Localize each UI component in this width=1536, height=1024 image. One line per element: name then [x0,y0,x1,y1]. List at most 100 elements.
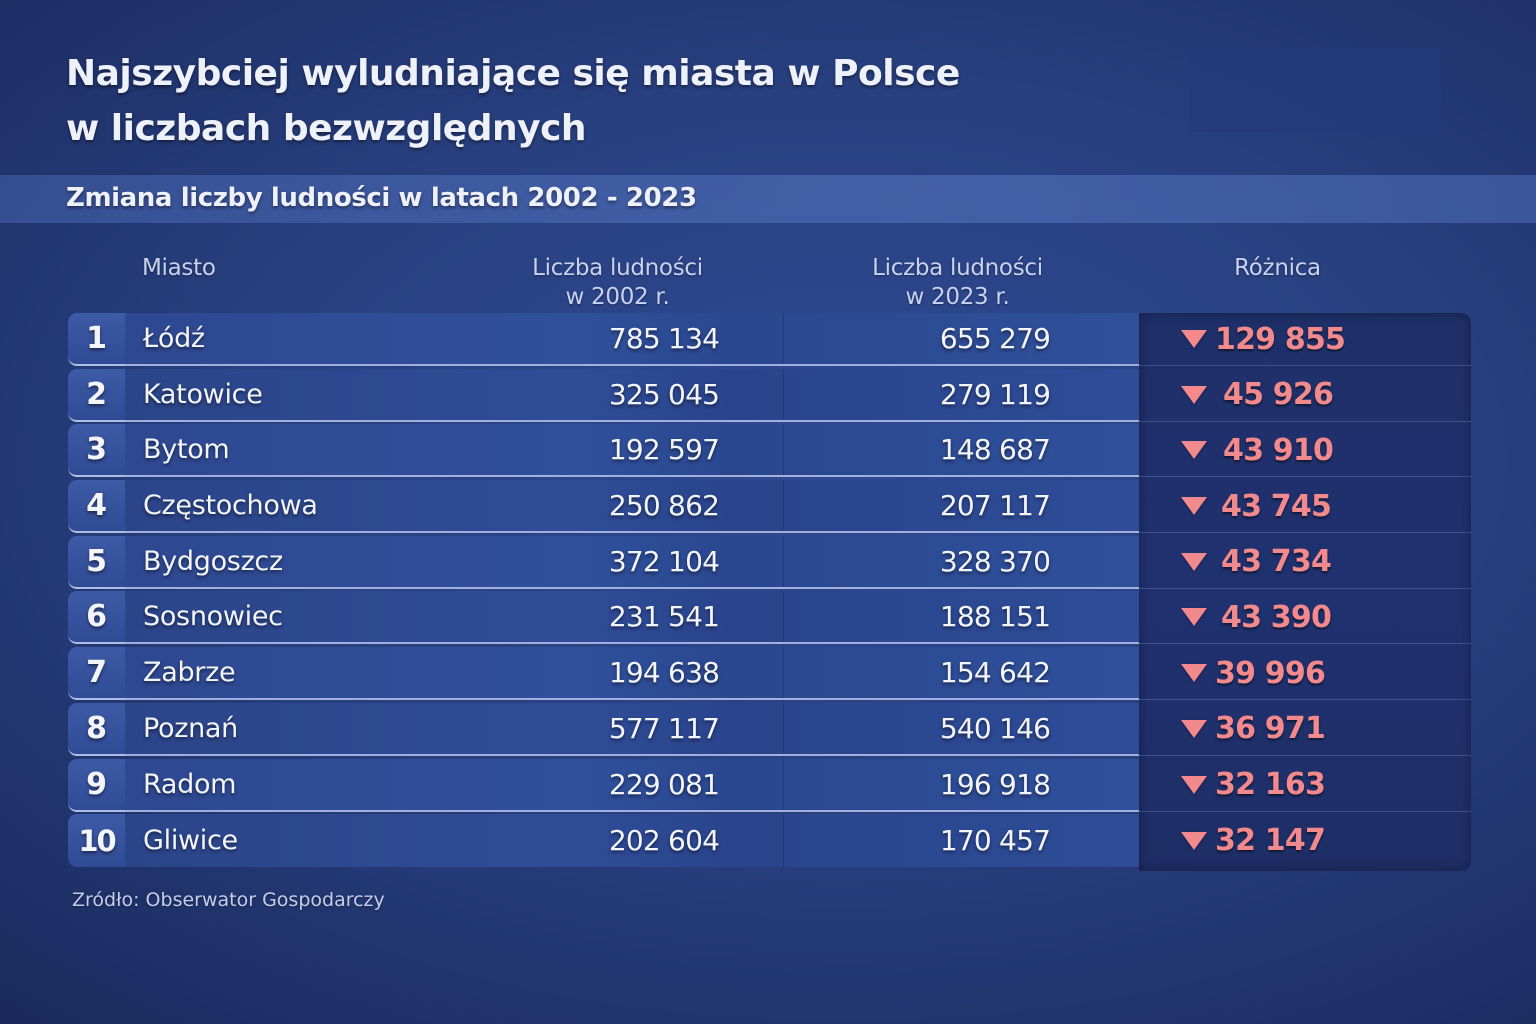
population-2023: 540 146 [939,711,1051,745]
difference-value: 32 147 [1215,823,1326,859]
city-name: Katowice [143,378,263,410]
difference-cell: 36 971 [1139,703,1471,756]
city-name: Częstochowa [143,490,318,522]
down-triangle-icon [1181,831,1207,850]
population-2023: 188 151 [939,600,1051,634]
city-name: Poznań [143,712,238,744]
table-row: 6 Sosnowiec 231 541 188 151 43 390 [68,591,1471,645]
rank-cell: 9 [68,758,125,812]
row-body: Łódź 785 134 655 279 [125,313,1139,366]
rank-cell: 3 [68,424,125,478]
difference-value: 32 163 [1215,767,1326,802]
row-body: Poznań 577 117 540 146 [125,702,1139,756]
down-triangle-icon [1181,719,1207,738]
difference-value: 43 910 [1223,432,1334,468]
city-name: Sosnowiec [143,601,283,633]
population-2002: 231 541 [608,600,720,634]
population-2023: 279 119 [939,377,1051,411]
table-row: 2 Katowice 325 045 279 119 45 926 [68,368,1471,422]
population-2023: 196 918 [939,767,1051,801]
difference-value: 45 926 [1223,377,1334,413]
row-body: Gliwice 202 604 170 457 [125,814,1139,868]
down-triangle-icon [1181,664,1207,683]
difference-cell: 43 745 [1139,480,1471,534]
table-row: 10 Gliwice 202 604 170 457 32 147 [68,814,1471,868]
rank-cell: 7 [68,647,125,701]
row-body: Katowice 325 045 279 119 [125,368,1139,422]
difference-cell: 39 996 [1139,647,1471,701]
rank-cell: 4 [68,480,125,534]
table-row: 5 Bydgoszcz 372 104 328 370 43 734 [68,535,1471,589]
source-note: Zródło: Obserwator Gospodarczy [72,889,385,911]
page-title: Najszybciej wyludniające się miasta w Po… [66,46,960,156]
population-2023: 207 117 [939,489,1051,523]
down-triangle-icon [1181,497,1207,516]
down-triangle-icon [1181,330,1207,348]
difference-value: 43 390 [1221,599,1332,635]
population-2002: 372 104 [608,544,720,578]
population-2023: 148 687 [939,433,1051,467]
difference-value: 43 734 [1221,544,1332,580]
population-2023: 170 457 [939,824,1051,858]
column-header-pop-2002-line1: Liczba ludności [532,255,703,281]
table-row: 9 Radom 229 081 196 918 32 163 [68,758,1471,812]
difference-cell: 43 734 [1139,536,1471,589]
down-triangle-icon [1181,775,1207,794]
population-2002: 202 604 [608,824,720,858]
population-2002: 785 134 [608,322,720,355]
rank-cell: 5 [68,535,125,589]
difference-value: 129 855 [1215,321,1346,357]
population-2002: 194 638 [608,656,720,690]
column-header-pop-2023-line2: w 2023 r. [905,284,1010,310]
population-2002: 325 045 [608,377,720,411]
column-header-pop-2023: Liczba ludności w 2023 r. [810,254,1105,312]
down-triangle-icon [1181,385,1207,404]
population-2002: 577 117 [608,711,720,745]
difference-cell: 129 855 [1139,313,1471,366]
difference-cell: 45 926 [1139,369,1471,422]
difference-value: 39 996 [1215,655,1326,691]
table-row: 4 Częstochowa 250 862 207 117 43 745 [68,480,1471,534]
difference-cell: 43 390 [1139,591,1471,645]
subtitle: Zmiana liczby ludności w latach 2002 - 2… [66,183,697,213]
difference-cell: 32 163 [1139,759,1471,812]
decorative-corner-panel [1189,48,1441,132]
city-name: Łódź [143,323,205,354]
column-header-city: Miasto [142,255,216,281]
population-table: 1 Łódź 785 134 655 279 129 855 2 Katowic… [68,313,1471,870]
column-header-pop-2023-line1: Liczba ludności [872,255,1043,281]
difference-cell: 32 147 [1139,814,1471,867]
difference-value: 43 745 [1221,488,1332,524]
population-2023: 328 370 [939,544,1051,578]
column-header-pop-2002-line2: w 2002 r. [565,284,670,310]
rank-cell: 2 [68,368,125,422]
population-2002: 192 597 [608,433,720,467]
city-name: Gliwice [143,825,238,857]
row-body: Bytom 192 597 148 687 [125,424,1139,478]
down-triangle-icon [1181,441,1207,460]
city-name: Radom [143,768,237,800]
difference-value: 36 971 [1215,711,1326,747]
rank-cell: 6 [68,591,125,645]
row-body: Częstochowa 250 862 207 117 [125,480,1139,534]
row-body: Radom 229 081 196 918 [125,758,1139,812]
city-name: Bytom [143,434,230,466]
city-name: Zabrze [143,657,236,689]
subtitle-band [0,175,1536,223]
column-header-pop-2002: Liczba ludności w 2002 r. [480,254,755,312]
title-line-2: w liczbach bezwzględnych [66,108,587,149]
difference-cell: 43 910 [1139,424,1471,478]
down-triangle-icon [1181,552,1207,571]
row-body: Sosnowiec 231 541 188 151 [125,591,1139,645]
row-body: Bydgoszcz 372 104 328 370 [125,535,1139,589]
population-2023: 655 279 [939,322,1051,355]
table-row: 8 Poznań 577 117 540 146 36 971 [68,702,1471,756]
column-header-difference: Różnica [1234,255,1321,281]
rank-cell: 10 [68,814,125,868]
population-2002: 229 081 [608,767,720,801]
down-triangle-icon [1181,608,1207,627]
population-2002: 250 862 [608,489,720,523]
table-row: 3 Bytom 192 597 148 687 43 910 [68,424,1471,478]
table-row: 7 Zabrze 194 638 154 642 39 996 [68,647,1471,701]
title-line-1: Najszybciej wyludniające się miasta w Po… [66,53,960,94]
